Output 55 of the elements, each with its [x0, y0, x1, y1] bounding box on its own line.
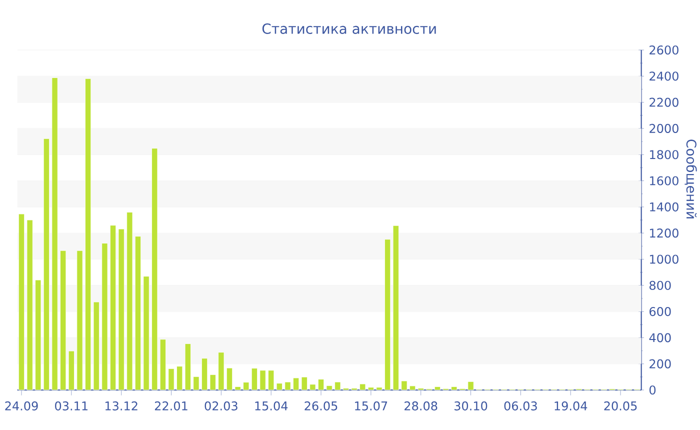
bar: [368, 387, 374, 390]
bar: [434, 386, 441, 390]
bar: [260, 370, 266, 390]
x-tick-label: 22.01: [154, 401, 188, 410]
x-tick-label: 19.04: [554, 401, 588, 410]
bar: [468, 381, 474, 390]
x-tick-label: 15.07: [355, 401, 388, 410]
x-tick-label: 26.05: [304, 401, 338, 410]
y-tick-label: 1800: [650, 150, 678, 160]
x-tick-label: 02.03: [204, 401, 238, 410]
y-tick-label: 2600: [650, 45, 678, 55]
bar: [284, 382, 291, 390]
bar: [376, 387, 382, 390]
bar: [360, 384, 366, 390]
x-tick-label: 13.12: [105, 401, 138, 410]
y-tick-label: 200: [650, 359, 671, 368]
bar: [168, 368, 174, 390]
x-tick-label: 15.04: [255, 401, 288, 410]
bar: [334, 382, 341, 390]
bar: [326, 385, 332, 390]
bar: [226, 368, 233, 390]
bar: [276, 383, 282, 390]
bar: [176, 366, 183, 390]
bar: [410, 386, 416, 390]
bar: [293, 378, 300, 390]
y-tick-label: 1400: [650, 202, 678, 212]
y-tick-label: 0: [650, 385, 656, 395]
x-tick-label: 20.05: [604, 401, 637, 410]
bar: [401, 380, 408, 390]
x-tick-label: 24.09: [5, 401, 38, 410]
bar: [268, 370, 274, 390]
y-tick-label: 2000: [650, 124, 678, 133]
bar: [234, 386, 241, 390]
y-tick-label: 600: [650, 307, 671, 316]
y-tick-label: 1000: [650, 254, 678, 264]
y-tick-label: 2200: [650, 98, 678, 107]
x-tick-label: 03.11: [55, 401, 88, 410]
bar: [310, 384, 316, 390]
bar: [193, 376, 200, 390]
y-tick-label: 2400: [650, 72, 678, 81]
x-tick-label: 28.08: [404, 401, 438, 410]
bar: [301, 376, 308, 390]
bar: [451, 386, 458, 390]
y-axis-title: Сообщений: [684, 140, 697, 218]
y-tick-label: 400: [649, 333, 671, 342]
bar: [251, 368, 258, 390]
chart-title: Статистика активности: [262, 23, 436, 34]
y-tick-label: 1200: [650, 228, 678, 238]
x-tick-label: 06.03: [504, 401, 537, 410]
x-tick-label: 30.10: [454, 401, 488, 410]
bar: [210, 374, 216, 390]
y-tick-label: 800: [650, 280, 671, 290]
bar: [318, 379, 324, 390]
y-tick-label: 1600: [650, 176, 678, 186]
bar: [243, 382, 250, 390]
